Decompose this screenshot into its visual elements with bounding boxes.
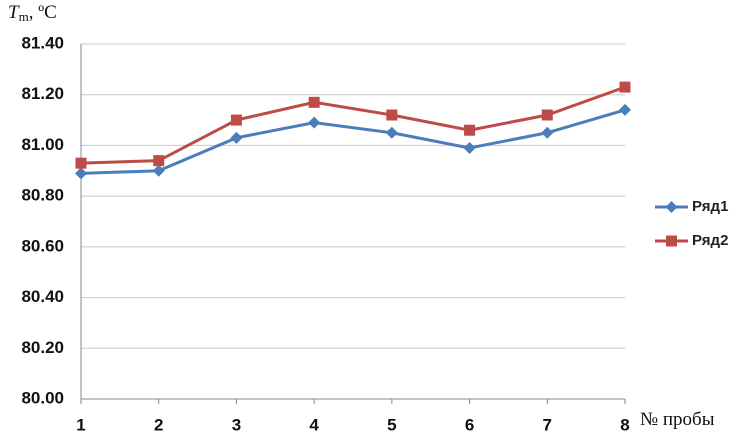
point [152, 164, 165, 177]
point [230, 114, 242, 126]
y-tick-label: 81.40 [21, 33, 64, 52]
point [541, 109, 553, 121]
point [464, 124, 476, 136]
point [385, 126, 398, 139]
point [619, 103, 631, 116]
y-tick-label: 80.00 [21, 388, 64, 407]
series-line [80, 108, 626, 175]
y-tick-label: 80.20 [21, 338, 64, 357]
y-tick-label: 81.00 [21, 135, 64, 154]
point [308, 116, 321, 129]
legend-label: Ряд1 [692, 198, 728, 215]
x-axis-label: № пробы [640, 409, 715, 430]
x-tick-label: 8 [620, 415, 629, 434]
legend-marker [665, 201, 678, 213]
x-tick-label: 5 [387, 415, 396, 434]
point [386, 109, 398, 121]
y-label-symbol: T [8, 2, 20, 23]
y-axis-label: Tm, ºC [8, 2, 57, 24]
x-tick-label: 1 [76, 415, 85, 434]
x-tick-label: 2 [154, 415, 163, 434]
y-tick-label: 81.20 [21, 84, 64, 103]
point [619, 81, 631, 93]
legend-label: Ряд2 [692, 232, 728, 249]
x-tick-label: 3 [232, 415, 241, 434]
legend-marker [666, 235, 677, 247]
point [541, 126, 554, 139]
y-tick-label: 80.60 [21, 236, 64, 255]
series-line [80, 85, 626, 165]
y-tick-label: 80.80 [21, 186, 64, 205]
x-tick-label: 7 [543, 415, 552, 434]
point [308, 96, 320, 108]
x-tick-label: 6 [465, 415, 474, 434]
point [153, 155, 165, 167]
x-tick-label: 4 [309, 415, 319, 434]
y-label-subscript: m [19, 9, 29, 24]
point [230, 131, 243, 144]
y-label-unit: , ºC [29, 2, 57, 23]
y-tick-label: 80.40 [21, 287, 64, 306]
point [75, 157, 87, 169]
point [463, 141, 476, 154]
point [75, 167, 87, 180]
